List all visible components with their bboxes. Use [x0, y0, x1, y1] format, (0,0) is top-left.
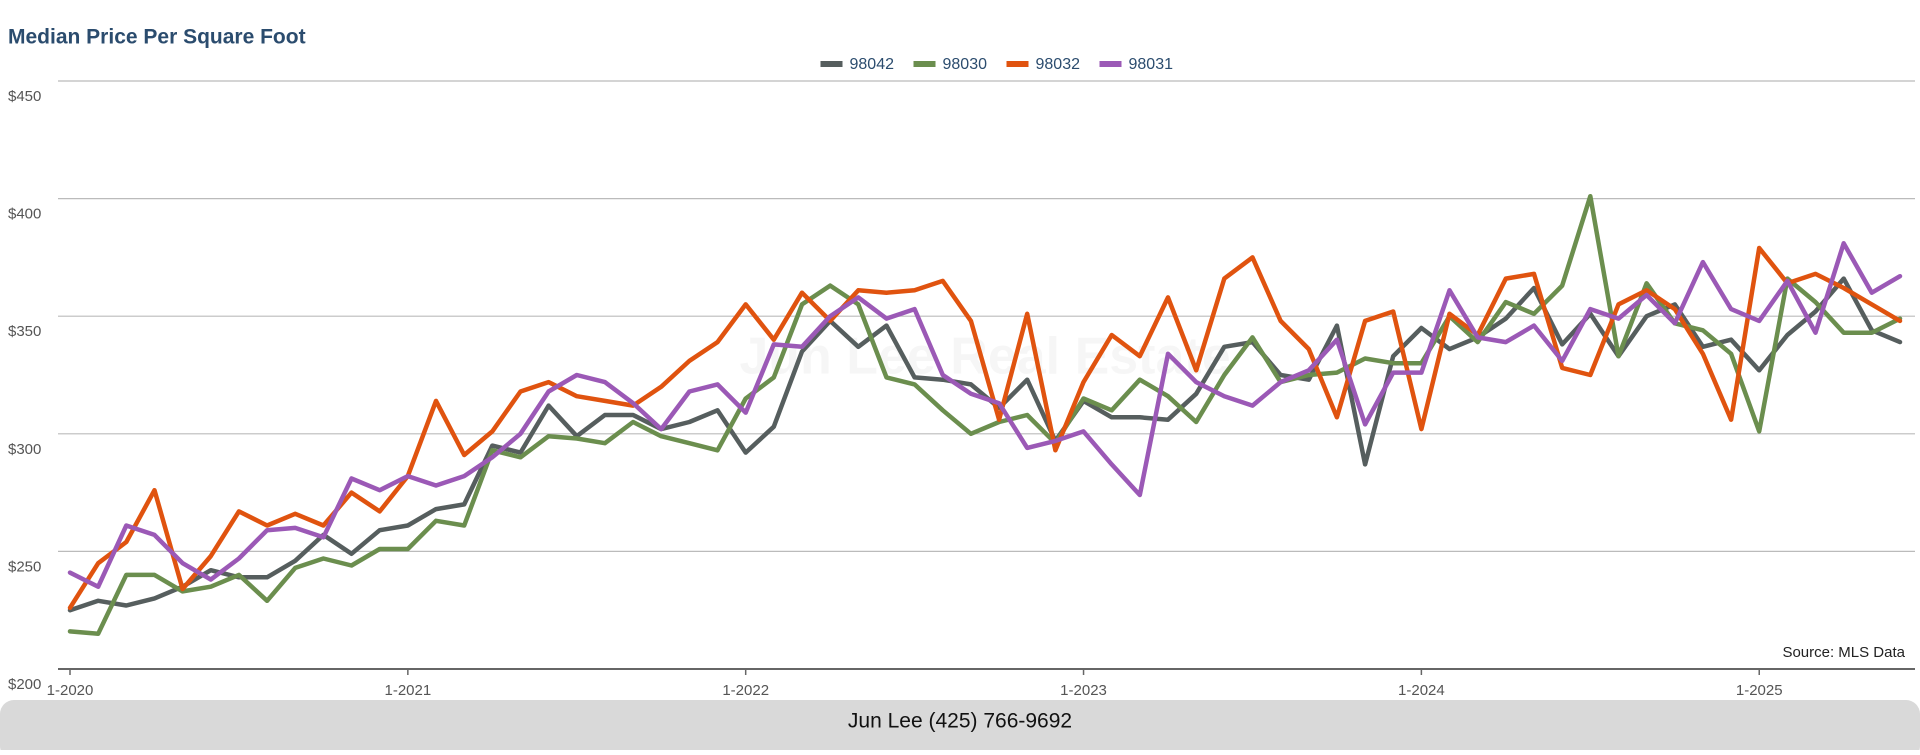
y-tick-label: $200: [8, 676, 41, 693]
legend-label: 98032: [1036, 56, 1081, 73]
y-tick-label: $350: [8, 323, 41, 340]
legend-label: 98031: [1129, 56, 1174, 73]
x-tick-label: 1-2021: [384, 682, 431, 699]
footer-band: [0, 700, 1920, 755]
y-tick-label: $250: [8, 558, 41, 575]
legend-label: 98030: [943, 56, 988, 73]
x-tick-label: 1-2020: [47, 682, 94, 699]
series-line: [67, 245, 1903, 611]
x-tick-label: 1-2025: [1736, 682, 1783, 699]
x-tick-label: 1-2023: [1060, 682, 1107, 699]
x-tick-label: 1-2024: [1398, 682, 1445, 699]
y-tick-label: $300: [8, 441, 41, 458]
source-note: Source: MLS Data: [1782, 644, 1905, 661]
footer-contact: Jun Lee (425) 766-9692: [848, 710, 1072, 733]
chart-title: Median Price Per Square Foot: [8, 26, 306, 49]
legend-label: 98042: [850, 56, 895, 73]
x-tick-label: 1-2022: [722, 682, 769, 699]
series-line: [67, 193, 1903, 636]
series-line: [67, 241, 1903, 589]
y-tick-label: $400: [8, 206, 41, 223]
y-tick-label: $450: [8, 88, 41, 105]
